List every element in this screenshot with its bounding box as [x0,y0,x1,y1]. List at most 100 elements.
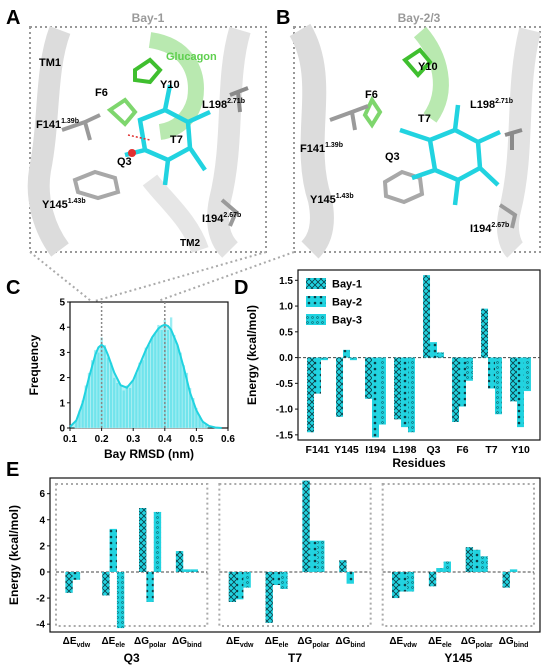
y-tick-label-c: 4 [59,323,65,334]
plot-frame-e [49,477,541,633]
panel-a-title: Bay-1 [132,11,165,25]
label-f6-b: F6 [365,89,378,101]
legend-swatch-bay-2 [306,296,326,307]
bar-bay-1 [481,308,489,358]
bar-bay-3 [494,357,502,415]
y-axis-label-c: Frequency [27,334,41,395]
histogram-bar [166,329,170,429]
histogram-bar [188,387,192,429]
panel-a-structure: Bay-1 TM1 Glucagon F6 Y10 F1411.39b L198… [27,11,267,258]
x-tick-label-d: Q3 [426,444,440,456]
y-tick-label-e: 2 [39,541,45,552]
bar-q3-ele [109,528,117,572]
y-tick-label-d: -0.5 [276,379,294,390]
term-label-ele: ΔEele [265,636,289,649]
bar-y145-vdw [406,571,415,592]
plot-frame-d [297,269,541,441]
x-tick-label-c: 0.3 [126,434,140,445]
bar-t7-bind [346,571,354,584]
helix-left [289,23,334,259]
bar-bay-2 [401,357,408,428]
x-axis-label-d: Residues [392,456,446,470]
bar-t7-bind [339,560,347,572]
bar-y145-vdw [399,571,407,592]
y-tick-label-e: 4 [39,515,45,526]
term-label-bind: ΔGbind [335,636,365,649]
x-tick-label-d: F141 [306,444,330,456]
x-tick-label-c: 0.5 [189,434,203,445]
chart-c-histogram: 0.1 0.2 0.3 0.4 0.5 0.6 0 1 2 3 4 5 Bay RMSD (nm) Fre… [27,298,235,462]
bar-y145-bind [502,571,510,588]
label-f141-b: F1411.39b [300,142,343,155]
bar-y145-polar [473,549,481,572]
kde-area [70,324,222,428]
x-tick-label-d: F6 [456,444,468,456]
bar-bay-1 [510,357,518,402]
bar-bay-3 [407,357,415,433]
bar-t7-vdw [228,571,237,602]
histogram-bar [112,377,116,429]
histogram-bar [93,349,97,429]
term-label-polar: ΔGpolar [297,636,329,649]
bar-t7-vdw [243,571,251,588]
x-tick-label-c: 0.6 [221,434,235,445]
group-label-y145: Y145 [444,651,472,665]
label-l198-b: L1982.71b [470,98,513,111]
term-label-bind: ΔGbind [172,636,202,649]
bar-q3-vdw [72,571,81,580]
label-l198: L1982.71b [202,98,245,111]
bar-bay-1 [423,275,431,358]
panel-label-b: B [276,7,290,29]
bar-bay-3 [523,357,531,392]
label-f6: F6 [95,87,108,99]
x-tick-label-d: I194 [365,444,386,456]
label-q3-b: Q3 [385,151,400,163]
label-y145-b: Y1451.43b [310,193,354,206]
x-tick-label-d: T7 [485,444,497,456]
label-y10-b: Y10 [418,61,438,73]
histogram-bar [96,352,101,429]
bar-y145-polar [480,556,488,572]
histogram-bar [185,372,189,429]
label-t7-b: T7 [418,113,431,125]
bar-bay-1 [336,357,344,417]
bar-t7-polar [317,540,325,572]
legend-swatch-bay-1 [306,278,326,289]
term-label-ele: ΔEele [428,636,452,649]
bar-t7-vdw [236,571,244,600]
term-label-ele: ΔEele [101,636,125,649]
bar-y145-vdw [392,571,400,599]
bar-q3-polar [153,511,162,572]
legend-label-bay-3: Bay-3 [332,315,362,327]
y-axis-label-e: Energy (kcal/mol) [7,505,21,605]
bar-bay-2 [314,357,321,394]
legend-swatch-bay-3 [306,314,326,325]
panel-label-a: A [6,7,20,29]
y-tick-label-e: -4 [36,620,45,631]
y-tick-label-c: 5 [59,298,65,309]
ligand-oxygen [128,149,136,157]
bar-bay-3 [465,357,473,381]
label-i194-b: I1942.67b [470,222,509,235]
connector-b [157,251,295,302]
bay1-ligand [124,84,211,186]
legend-label-bay-1: Bay-1 [332,279,362,291]
residue-l198-stick-b [504,128,523,150]
y-axis-label-d: Energy (kcal/mol) [245,305,259,405]
bar-bay-3 [320,357,328,361]
histogram-bar [84,384,88,429]
x-tick-label-c: 0.4 [158,434,172,445]
bar-bay-1 [365,357,373,399]
y-tick-label-e: -2 [36,594,45,605]
bar-q3-polar [139,508,147,572]
bar-bay-1 [452,357,460,422]
bar-bay-3 [436,352,444,358]
y-tick-label-c: 2 [59,373,65,384]
bar-t7-ele [272,571,281,586]
residue-y145-stick-b [382,169,425,205]
kde-line [69,323,222,429]
x-tick-label-d: Y145 [334,444,359,456]
bar-bay-2 [430,342,437,358]
histogram-bar [87,372,91,429]
y-tick-label-d: 0.5 [279,327,293,338]
